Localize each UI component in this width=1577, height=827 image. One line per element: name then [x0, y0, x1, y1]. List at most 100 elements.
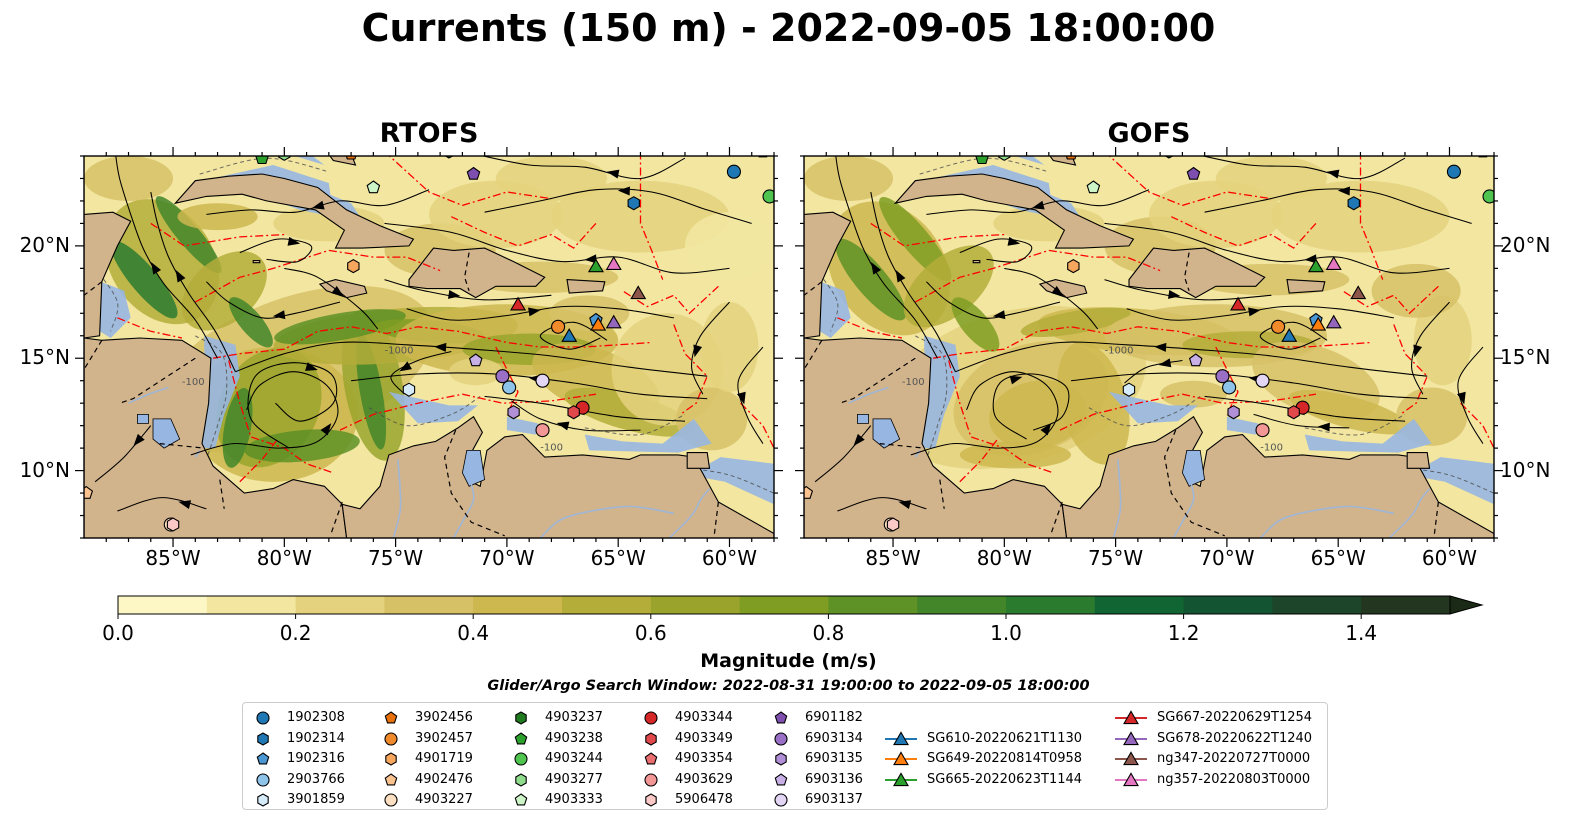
current-magnitude-patch — [1020, 307, 1131, 337]
streamline-arrow — [1040, 423, 1052, 436]
country-border — [159, 443, 205, 449]
shallow-shelf — [1409, 457, 1494, 505]
legend-label: ng347-20220727T0000 — [1157, 751, 1311, 766]
legend-label: 4903277 — [545, 771, 603, 787]
observation-marker — [1325, 314, 1342, 329]
country-border — [219, 479, 225, 509]
observation-marker — [1222, 380, 1237, 395]
observation-marker — [502, 380, 517, 395]
observation-legend: 1902308 1902314 1902316 2903766 3901859 39024… — [242, 702, 1328, 810]
circle-marker-icon — [514, 752, 528, 766]
observation-marker — [166, 517, 180, 532]
eez-boundary — [1460, 402, 1494, 449]
colorbar-level — [1094, 596, 1185, 614]
axis-ticks — [795, 147, 1503, 547]
hexagon-marker-icon — [515, 772, 527, 787]
observation-marker — [507, 405, 520, 420]
current-magnitude-patch — [1057, 341, 1130, 465]
colorbar-level — [1361, 596, 1451, 614]
legend-label: 4903349 — [675, 730, 733, 746]
eez-boundary — [959, 438, 999, 483]
streamline-arrow — [895, 269, 906, 283]
streamline-arrow — [617, 186, 630, 196]
country-border — [1433, 501, 1439, 538]
lon-tick-label: 75°W — [1087, 546, 1144, 570]
observation-marker — [468, 353, 483, 367]
legend-label: 4902476 — [415, 771, 473, 787]
lon-tick-label: 60°W — [701, 546, 758, 570]
river — [848, 386, 889, 404]
observation-marker — [630, 285, 647, 300]
streamline-arrow — [287, 236, 301, 246]
streamline — [481, 156, 686, 180]
streamline-arrow — [1413, 344, 1423, 358]
pentagon-marker-icon — [256, 752, 270, 765]
river — [539, 505, 674, 538]
lake — [872, 418, 901, 449]
river — [1388, 488, 1431, 538]
lat-tick-label-left: 10°N — [19, 457, 70, 482]
eez-boundary — [388, 156, 552, 207]
streamline-arrow — [133, 433, 145, 446]
bathymetry-contour — [368, 395, 481, 427]
streamline — [955, 341, 1428, 377]
streamline — [1253, 413, 1350, 429]
triangle-marker-icon — [1115, 730, 1147, 745]
streamline-arrow — [898, 500, 912, 510]
streamline-arrow — [178, 500, 192, 510]
colorbar-level — [1006, 596, 1096, 614]
streamline-arrow — [434, 342, 447, 352]
circle-marker-icon — [644, 711, 658, 725]
streamline — [206, 281, 341, 319]
pentagon-marker-icon — [384, 711, 398, 724]
streamline — [1259, 321, 1328, 350]
current-magnitude-patch — [177, 203, 258, 231]
streamline — [737, 346, 764, 444]
eez-boundary — [239, 438, 279, 483]
land-yucatan — [804, 211, 852, 339]
streamline-arrow — [1154, 342, 1167, 352]
river — [1112, 459, 1122, 538]
colorbar — [117, 595, 1484, 619]
bathymetry-label: -100 — [182, 377, 205, 388]
eez-boundary — [914, 249, 1161, 303]
legend-label: 1902314 — [287, 730, 345, 746]
eez-boundary — [451, 216, 597, 249]
streamline-arrow — [175, 269, 186, 283]
shallow-shelf — [689, 457, 774, 505]
eez-boundary — [1342, 285, 1439, 315]
shallow-shelf — [506, 416, 539, 435]
observation-marker — [1255, 423, 1270, 438]
figure-title: Currents (150 m) - 2022-09-05 18:00:00 — [361, 6, 1216, 50]
lat-tick-label-right: 15°N — [1500, 345, 1551, 370]
streamline-arrow — [853, 433, 865, 446]
colorbar-tick-label: 0.0 — [102, 621, 134, 645]
current-magnitude-patch — [1371, 263, 1461, 318]
streamline-arrow — [606, 169, 620, 179]
current-magnitude-patch — [1413, 295, 1472, 386]
legend-label: 3902456 — [415, 710, 473, 725]
legend-label: 4903244 — [545, 751, 603, 766]
country-border — [804, 281, 823, 296]
observation-marker — [510, 296, 527, 311]
observation-marker — [726, 164, 741, 179]
bathymetry-label: -100 — [902, 377, 925, 388]
streamline — [1201, 156, 1406, 180]
colorbar-tick-label: 0.6 — [634, 621, 667, 645]
colorbar-level — [650, 596, 741, 614]
shallow-shelf — [1226, 416, 1259, 435]
streamline — [94, 425, 152, 483]
lon-tick-label: 80°W — [256, 546, 312, 570]
streamline — [239, 238, 313, 263]
legend-label: SG667-20220629T1254 — [1157, 710, 1313, 725]
bathymetry-contour — [195, 335, 228, 460]
triangle-marker-icon — [885, 730, 917, 745]
streamline — [837, 497, 927, 512]
current-magnitude-patch — [449, 358, 503, 386]
legend-label: ng357-20220803T0000 — [1157, 771, 1311, 787]
river — [194, 449, 201, 458]
lat-tick-label-left: 20°N — [19, 232, 70, 257]
streamline-arrow — [1304, 254, 1317, 264]
pentagon-marker-icon — [774, 772, 788, 785]
lon-tick-label: 70°W — [479, 546, 535, 570]
